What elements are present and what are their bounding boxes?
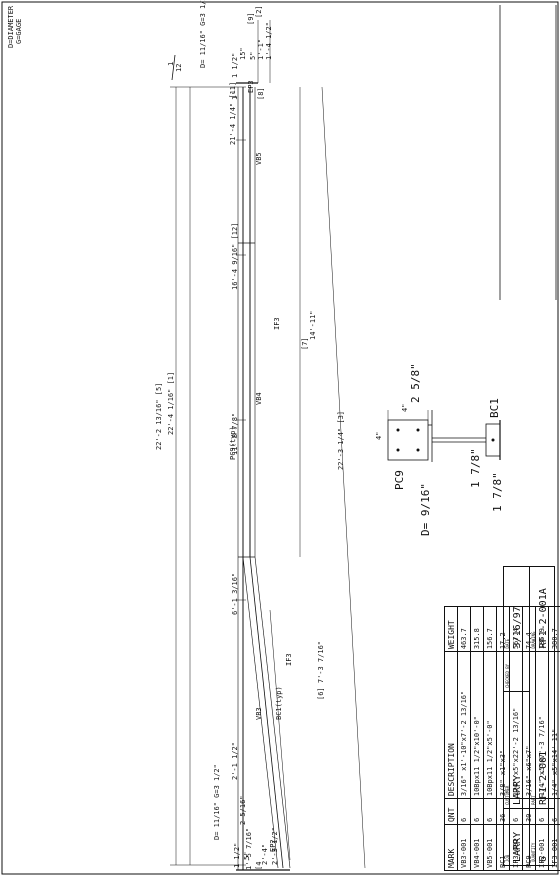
tb-date-value: 3/16/97 xyxy=(512,606,523,649)
tb-date-caption: DATE xyxy=(505,638,510,649)
bom-cell-mark: VB3-001 xyxy=(457,824,471,871)
tb-part-cell: PART RF1-2-001 xyxy=(529,651,555,809)
tb-part-value: RF1-2-001 xyxy=(537,750,549,805)
member-ep3: EP3 xyxy=(247,80,255,93)
dim-5-1: 5" xyxy=(249,51,257,60)
gage-right: D= 11/16" G=3 1/2" xyxy=(199,0,207,68)
member-if3-left: IF3 xyxy=(285,653,293,666)
bom-cell-weight: 315.8 xyxy=(470,606,484,652)
tb-job-value: LARRY xyxy=(512,831,523,862)
member-vb4: VB4 xyxy=(255,392,263,405)
dim-overall-1: 22'-4 1/16" [1] xyxy=(167,371,175,435)
detail-bc1-label: BC1 xyxy=(488,398,501,418)
dim-1-4: 1'-4 1/2" xyxy=(265,22,273,60)
dim-2-4: 2'-4" xyxy=(261,843,269,865)
bom-cell-weight: 463.7 xyxy=(457,606,471,652)
tb-drawing-cell: DRAWING RF1-2-001A xyxy=(529,566,555,652)
dim-16-4: 16'-4 9/16" [12] xyxy=(231,222,239,290)
gage-left: D= 11/16" G=3 1/2" xyxy=(213,764,221,840)
bom-cell-description: 10Bpx11 1/2"x5'-0" xyxy=(483,651,497,799)
dim-6-1: 6'-1 3/16" xyxy=(231,572,239,615)
title-block: JOB LARRY CUSTOMER LARRY CHECKED BY DATE… xyxy=(503,566,555,866)
tb-qty-value: 6 xyxy=(537,855,549,862)
dim-tag-2: [2] xyxy=(255,5,263,18)
dim-1-2: 1 1/2" xyxy=(233,842,241,868)
tb-job-caption: JOB xyxy=(505,854,510,862)
tb-checked-caption: CHECKED BY xyxy=(505,663,510,688)
tb-customer-value: LARRY xyxy=(512,774,523,805)
detail-dim-2-5-8: 2 5/8" xyxy=(409,363,422,403)
dim-tag-4: [4 xyxy=(255,861,263,870)
dim-1-5: 1'-5 7/16" xyxy=(245,827,253,870)
bom-cell-mark: VB4-001 xyxy=(470,824,484,871)
tb-qty-cell: QUANTITY 6 xyxy=(529,808,555,866)
bom-header-weight: WEIGHT xyxy=(444,606,458,652)
bom-cell-description: 10Bpx11 1/2"x10'-0" xyxy=(470,651,484,799)
member-if3-right: IF3 xyxy=(273,317,281,330)
table-row: VB3-001 6 3/16" x1'-10"x7'-2 13/16" 463.7 xyxy=(457,606,471,871)
dim-overall-2: 22'-2 13/16" [5] xyxy=(155,382,163,450)
bom-cell-mark: VB5-001 xyxy=(483,824,497,871)
tb-drawing-value: RF1-2-001A xyxy=(537,588,549,649)
bom-cell-qnt: 6 xyxy=(457,798,471,825)
detail-dim-4b: 4" xyxy=(375,431,383,440)
member-ep2: EP2 xyxy=(269,839,277,852)
detail-hole-diameter: D= 9/16" xyxy=(419,483,432,536)
bom-cell-description: 3/16" x1'-10"x7'-2 13/16" xyxy=(457,651,471,799)
detail-pc9-label: PC9 xyxy=(393,470,406,490)
dim-15: 15" xyxy=(239,47,247,60)
note-diameter: D=DIAMETER xyxy=(7,5,15,48)
detail-dim-1-7-8: 1 7/8" xyxy=(469,448,482,488)
note-gage: G=GAGE xyxy=(15,18,23,44)
dim-1-1: 1'-1" xyxy=(257,38,265,60)
tb-customer-caption: CUSTOMER xyxy=(505,785,510,805)
tb-checked-cell: CHECKED BY xyxy=(503,651,529,692)
member-vb5: VB5 xyxy=(255,152,263,165)
member-pc9-typ: PC9(typ) xyxy=(229,426,237,460)
dim-2-1: 2'-1 1/2" xyxy=(231,742,239,780)
tb-drawing-caption: DRAWING xyxy=(530,631,536,649)
dim-tag-9: [9] xyxy=(247,12,255,25)
bom-cell-weight: 156.7 xyxy=(483,606,497,652)
dim-slope-12: 12 xyxy=(175,63,183,72)
tb-customer-cell: CUSTOMER LARRY xyxy=(503,691,529,809)
dim-2-5: 2 5/16" xyxy=(239,795,247,825)
tb-job-cell: JOB LARRY xyxy=(503,808,529,866)
table-row: VB4-001 6 10Bpx11 1/2"x10'-0" 315.8 xyxy=(470,606,484,871)
detail-dim-4: 4" xyxy=(401,403,409,412)
bom-cell-qnt: 6 xyxy=(483,798,497,825)
dim-bottom-tag: [7] xyxy=(301,337,309,350)
bom-header-row: MARK QNT DESCRIPTION WEIGHT xyxy=(444,606,458,871)
dim-bottom-2: 14'-11" xyxy=(309,310,317,340)
bom-header-qnt: QNT xyxy=(444,798,458,825)
table-row: VB5-001 6 10Bpx11 1/2"x5'-0" 156.7 xyxy=(483,606,497,871)
bom-header-description: DESCRIPTION xyxy=(444,651,458,799)
bom-cell-qnt: 6 xyxy=(470,798,484,825)
tb-qty-caption: QUANTITY xyxy=(530,842,536,862)
title-block-table: JOB LARRY CUSTOMER LARRY CHECKED BY DATE… xyxy=(503,566,555,866)
dim-1-top: 1' xyxy=(231,91,239,100)
dim-1-right: 1 1/2" xyxy=(231,52,239,78)
dim-slope-1: 1 xyxy=(167,61,175,66)
dim-7-3: [6] 7'-3 7/16" xyxy=(317,640,325,700)
tb-date-cell: DATE 3/16/97 xyxy=(503,566,529,652)
member-vb3: VB3 xyxy=(255,707,263,720)
tb-part-caption: PART xyxy=(530,795,536,805)
dim-tag-8: [8] xyxy=(257,87,265,100)
dim-bottom-1: 22'-3 1/4" [3] xyxy=(337,410,345,470)
member-bc1-typ: BC1(typ) xyxy=(275,686,283,720)
detail-dim-1-7-8b: 1 7/8" xyxy=(491,472,504,512)
bom-header-mark: MARK xyxy=(444,824,458,871)
